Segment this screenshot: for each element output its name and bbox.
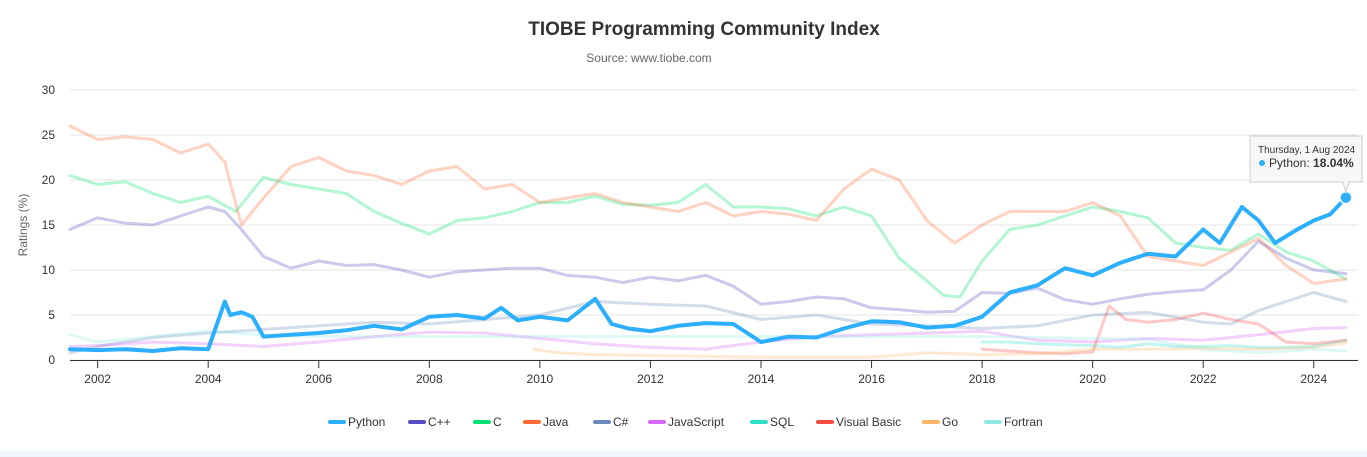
series-line-visual-basic[interactable] <box>980 304 1348 356</box>
legend: Python C++ C Java C# JavaScript SQL Visual Basi… <box>328 415 1043 429</box>
chart-subtitle: Source: www.tiobe.com <box>586 51 711 65</box>
x-tick-label: 2010 <box>527 372 554 386</box>
y-tick-label: 0 <box>48 353 55 367</box>
x-tick-label: 2004 <box>195 372 222 386</box>
y-tick-label: 10 <box>42 263 56 277</box>
series-line-java[interactable] <box>68 124 1348 285</box>
series-line-c-[interactable] <box>68 291 1348 355</box>
legend-item-label[interactable]: C++ <box>428 415 451 429</box>
legend-item-label[interactable]: Python <box>348 415 385 429</box>
x-tick-label: 2006 <box>305 372 332 386</box>
y-tick-label: 30 <box>42 83 56 97</box>
tooltip-box <box>1249 135 1363 195</box>
x-tick-label: 2018 <box>969 372 996 386</box>
legend-item-label[interactable]: Go <box>942 415 958 429</box>
x-tick-label: 2014 <box>748 372 775 386</box>
tooltip: Thursday, 1 Aug 2024 Python: 18.04% <box>1249 135 1363 195</box>
series-lines <box>68 124 1353 359</box>
x-tick-label: 2020 <box>1079 372 1106 386</box>
x-tick-label: 2008 <box>416 372 443 386</box>
legend-item-label[interactable]: Visual Basic <box>836 415 901 429</box>
legend-item-label[interactable]: Java <box>543 415 569 429</box>
tooltip-value-line: Python: 18.04% <box>1269 156 1354 170</box>
grid-lines: 0 5 10 15 20 25 30 <box>42 83 1358 367</box>
chart-title: TIOBE Programming Community Index <box>528 19 880 40</box>
x-axis: 2002 2004 2006 2008 2010 2012 2014 2016 2018 2020… <box>70 360 1358 386</box>
x-tick-label: 2012 <box>637 372 664 386</box>
series-line-javascript[interactable] <box>68 326 1348 351</box>
y-tick-label: 20 <box>42 173 56 187</box>
y-axis-title: Ratings (%) <box>16 194 30 257</box>
legend-item-label[interactable]: C <box>493 415 502 429</box>
x-tick-label: 2002 <box>84 372 111 386</box>
tooltip-series-dot <box>1259 160 1265 166</box>
legend-item-label[interactable]: SQL <box>770 415 794 429</box>
tooltip-value: 18.04% <box>1313 156 1354 170</box>
series-line-c-[interactable] <box>68 205 1348 314</box>
series-line-sql[interactable] <box>980 338 1348 349</box>
series-line-python[interactable] <box>68 195 1348 353</box>
series-line-c[interactable] <box>68 174 1348 299</box>
tooltip-date: Thursday, 1 Aug 2024 <box>1258 145 1356 156</box>
x-tick-label: 2022 <box>1190 372 1217 386</box>
y-tick-label: 5 <box>48 308 55 322</box>
y-tick-label: 25 <box>42 128 56 142</box>
legend-item-label[interactable]: C# <box>613 415 629 429</box>
x-tick-label: 2024 <box>1300 372 1327 386</box>
y-tick-label: 15 <box>42 218 56 232</box>
tooltip-series-name: Python <box>1269 156 1306 170</box>
x-tick-label: 2016 <box>858 372 885 386</box>
series-line-go[interactable] <box>532 341 1348 359</box>
legend-item-label[interactable]: Fortran <box>1004 415 1043 429</box>
legend-item-label[interactable]: JavaScript <box>668 415 725 429</box>
